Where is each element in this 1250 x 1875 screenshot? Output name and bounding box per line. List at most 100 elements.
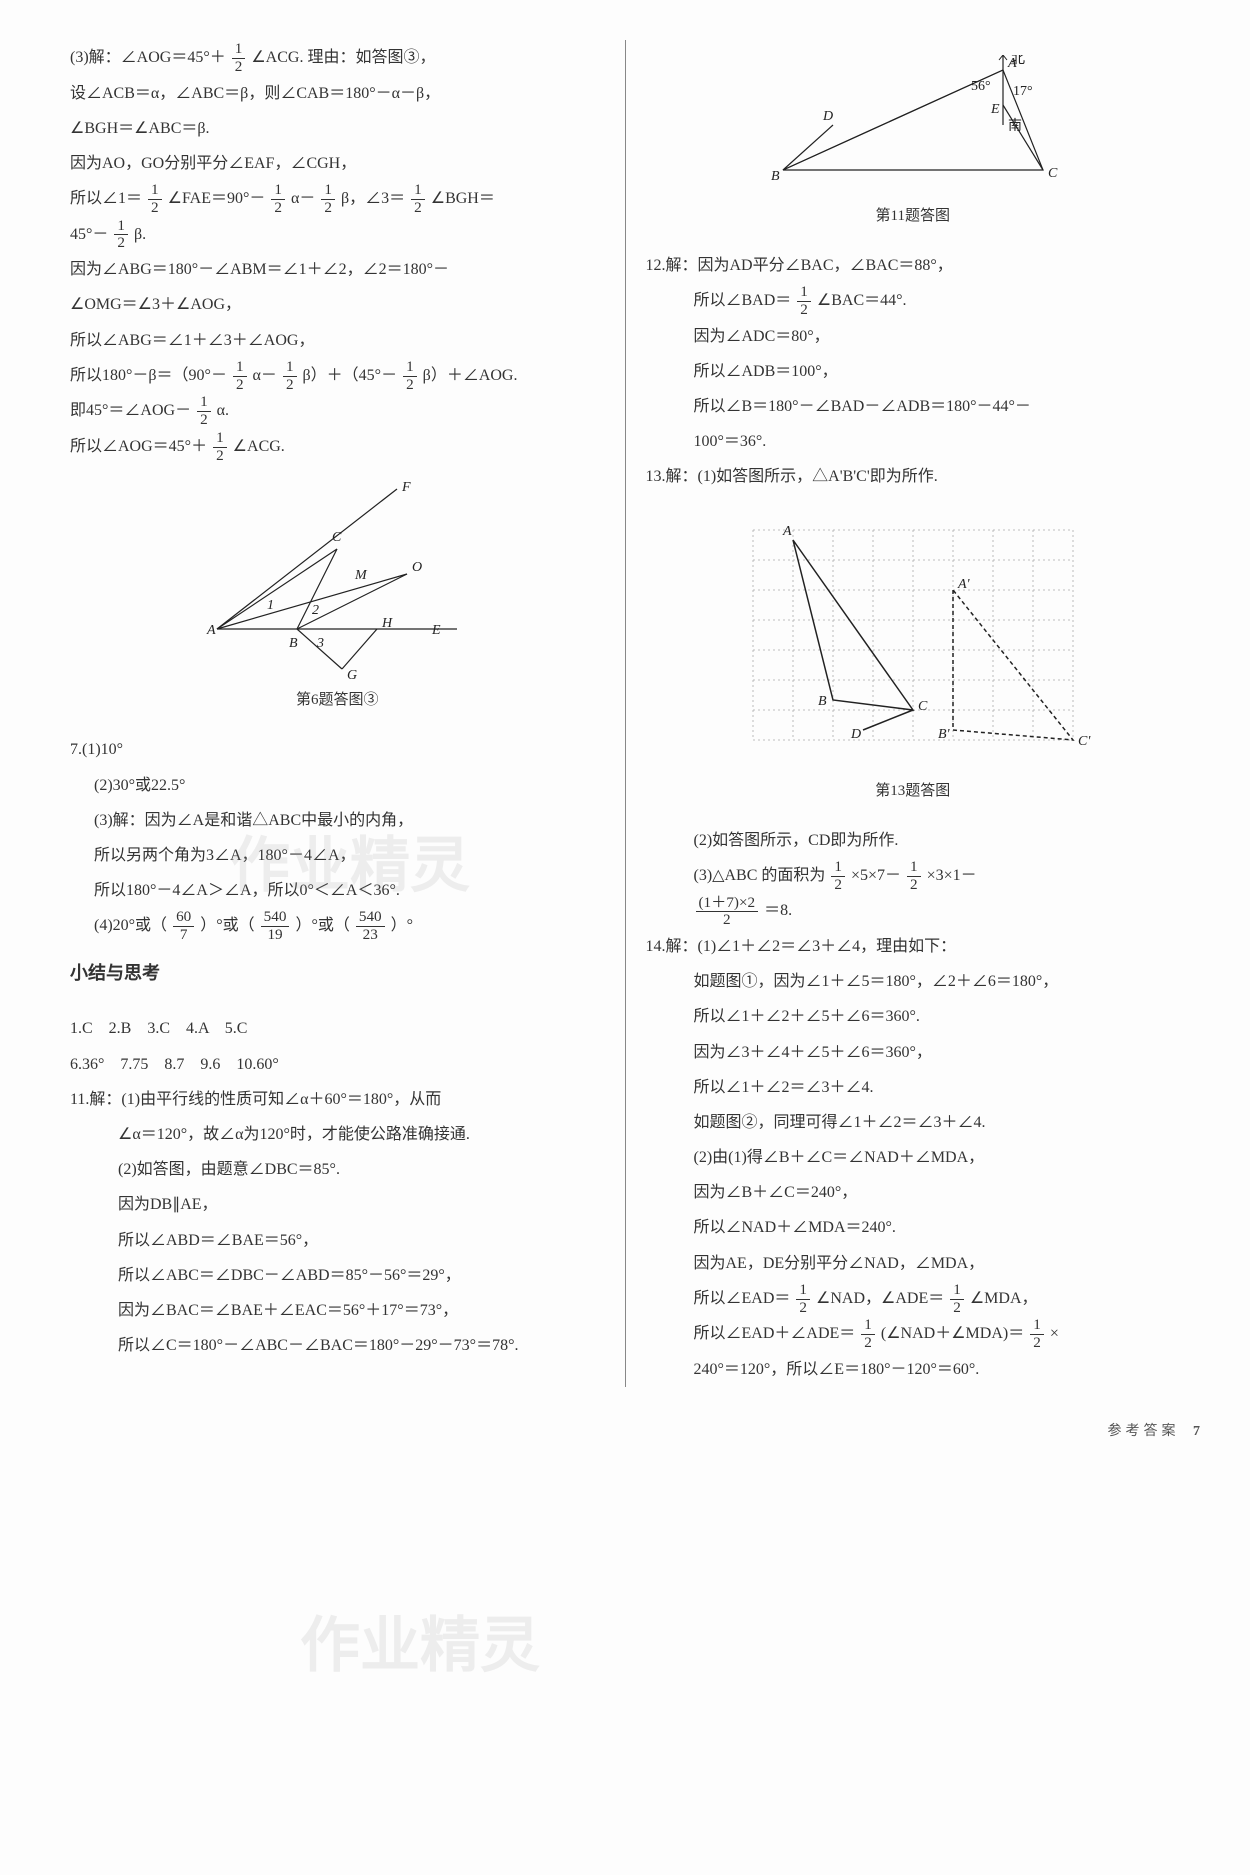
text: ∠BAC＝44°.: [817, 292, 907, 309]
lbl-B: B: [771, 169, 780, 184]
q14-12: 所以∠EAD＋∠ADE＝ 12 (∠NAD＋∠MDA)＝ 12 ×: [646, 1316, 1181, 1352]
q13-3b: (1＋7)×22 ＝8.: [646, 893, 1181, 929]
page-footer: 参考答案 7: [50, 1417, 1200, 1448]
figure-6-svg: A B C E F G H M O 1 2 3: [197, 479, 477, 679]
q6-3-line5: 所以∠1＝ 12 ∠FAE＝90°－ 12 α－ 12 β，∠3＝ 12 ∠BG…: [70, 181, 605, 217]
figure-11-svg: A B C D E 北 南 56° 17°: [753, 55, 1073, 195]
q11-2d: 所以∠ABC＝∠DBC－∠ABD＝85°－56°＝29°，: [70, 1258, 605, 1293]
q14-1: 14.解：(1)∠1＋∠2＝∠3＋∠4，理由如下：: [646, 929, 1181, 964]
q6-3-line7: 因为∠ABG＝180°－∠ABM＝∠1＋∠2，∠2＝180°－: [70, 252, 605, 287]
lbl-D: D: [822, 109, 833, 124]
text: ）°或（: [295, 917, 349, 934]
lbl-E: E: [431, 623, 441, 638]
fraction-half: 12: [907, 859, 921, 893]
q12-6: 100°＝36°.: [646, 424, 1181, 459]
footer-label: 参考答案: [1108, 1424, 1180, 1439]
lbl-C: C: [918, 699, 928, 714]
fraction-half: 12: [283, 359, 297, 393]
text: β）＋∠AOG.: [423, 367, 518, 384]
q14-10: 因为AE，DE分别平分∠NAD，∠MDA，: [646, 1246, 1181, 1281]
text: ）°或（: [200, 917, 254, 934]
text: (∠NAD＋∠MDA)＝: [881, 1325, 1024, 1342]
text: ×5×7－: [851, 867, 901, 884]
text: ∠ACG.: [233, 438, 285, 455]
lbl-A: A: [782, 524, 792, 539]
lbl-2: 2: [312, 603, 319, 618]
q7-1: 7.(1)10°: [70, 732, 605, 767]
fraction-half: 12: [411, 182, 425, 216]
text: 即45°＝∠AOG－: [70, 402, 191, 419]
right-column: A B C D E 北 南 56° 17° 第11题答图 12.解：因为AD平分…: [626, 40, 1201, 1387]
fraction-half: 12: [950, 1282, 964, 1316]
fraction-60-7: 607: [173, 909, 194, 943]
q14-8: 因为∠B＋∠C＝240°，: [646, 1175, 1181, 1210]
fraction-half: 12: [796, 1282, 810, 1316]
text: ×: [1050, 1325, 1059, 1342]
watermark-2: 作业精灵: [300, 1580, 540, 1712]
fraction-540-19: 54019: [261, 909, 290, 943]
text: 所以∠BAD＝: [694, 292, 792, 309]
lbl-17: 17°: [1013, 84, 1033, 99]
q11-2a: (2)如答图，由题意∠DBC＝85°.: [70, 1152, 605, 1187]
q14-6: 如题图②，同理可得∠1＋∠2＝∠3＋∠4.: [646, 1105, 1181, 1140]
fraction-half: 12: [233, 359, 247, 393]
text: (3)解：∠AOG＝45°＋: [70, 49, 226, 66]
figure-11: A B C D E 北 南 56° 17° 第11题答图: [646, 55, 1181, 233]
answers-row-2: 6.36° 7.75 8.7 9.6 10.60°: [70, 1047, 605, 1082]
text: ∠MDA，: [970, 1290, 1038, 1307]
q14-4: 因为∠3＋∠4＋∠5＋∠6＝360°，: [646, 1035, 1181, 1070]
q7-2: (2)30°或22.5°: [70, 768, 605, 803]
text: 所以∠AOG＝45°＋: [70, 438, 207, 455]
lbl-G: G: [347, 668, 357, 679]
lbl-56: 56°: [971, 79, 991, 94]
q11-2f: 所以∠C＝180°－∠ABC－∠BAC＝180°－29°－73°＝78°.: [70, 1328, 605, 1363]
lbl-Ap: A': [957, 577, 971, 592]
fraction-half: 12: [831, 859, 845, 893]
q6-3-line4: 因为AO，GO分别平分∠EAF，∠CGH，: [70, 146, 605, 181]
lbl-B: B: [818, 694, 827, 709]
q6-3-line1: (3)解：∠AOG＝45°＋ 12 ∠ACG. 理由：如答图③，: [70, 40, 605, 76]
text: β.: [134, 226, 146, 243]
fraction-half: 12: [861, 1317, 875, 1351]
text: ∠FAE＝90°－: [168, 190, 266, 207]
q11-2e: 因为∠BAC＝∠BAE＋∠EAC＝56°＋17°＝73°，: [70, 1293, 605, 1328]
figure-6-caption: 第6题答图③: [70, 684, 605, 717]
fraction-half: 12: [114, 218, 128, 252]
q14-13: 240°＝120°，所以∠E＝180°－120°＝60°.: [646, 1352, 1181, 1387]
q7-3c: 所以180°－4∠A＞∠A，所以0°＜∠A＜36°.: [70, 873, 605, 908]
fraction-half: 12: [213, 430, 227, 464]
q12-2: 所以∠BAD＝ 12 ∠BAC＝44°.: [646, 283, 1181, 319]
q11-1b: ∠α＝120°，故∠α为120°时，才能使公路准确接通.: [70, 1117, 605, 1152]
left-column: (3)解：∠AOG＝45°＋ 12 ∠ACG. 理由：如答图③， 设∠ACB＝α…: [50, 40, 626, 1387]
figure-13: A B C D A' B' C' 第13题答图: [646, 510, 1181, 808]
q14-5: 所以∠1＋∠2＝∠3＋∠4.: [646, 1070, 1181, 1105]
fraction-half: 12: [148, 182, 162, 216]
text: 所以180°－β＝（90°－: [70, 367, 227, 384]
q12-5: 所以∠B＝180°－∠BAD－∠ADB＝180°－44°－: [646, 389, 1181, 424]
fraction-172: (1＋7)×22: [696, 895, 759, 929]
q12-3: 因为∠ADC＝80°，: [646, 319, 1181, 354]
text: ＝8.: [764, 902, 792, 919]
grid-v: [753, 530, 1073, 740]
q6-3-line11: 即45°＝∠AOG－ 12 α.: [70, 393, 605, 429]
fraction-half: 12: [271, 182, 285, 216]
lbl-M: M: [354, 568, 368, 583]
q11-2b: 因为DB∥AE，: [70, 1187, 605, 1222]
q11-2c: 所以∠ABD＝∠BAE＝56°，: [70, 1223, 605, 1258]
q7-3b: 所以另两个角为3∠A，180°－4∠A，: [70, 838, 605, 873]
text: 所以∠EAD＋∠ADE＝: [694, 1325, 856, 1342]
fraction-half: 12: [1030, 1317, 1044, 1351]
q14-9: 所以∠NAD＋∠MDA＝240°.: [646, 1210, 1181, 1245]
text: ∠ACG. 理由：如答图③，: [251, 49, 435, 66]
text: (3)△ABC 的面积为: [694, 867, 826, 884]
q13-1: 13.解：(1)如答图所示，△A'B'C'即为所作.: [646, 459, 1181, 494]
lbl-north: 北: [1011, 55, 1025, 67]
lbl-O: O: [412, 560, 422, 575]
text: (4)20°或（: [94, 917, 167, 934]
text: β，∠3＝: [341, 190, 405, 207]
q6-3-line6: 45°－ 12 β.: [70, 217, 605, 253]
lbl-H: H: [381, 616, 393, 631]
q13-2: (2)如答图所示，CD即为所作.: [646, 823, 1181, 858]
q11-1a: 11.解：(1)由平行线的性质可知∠α＋60°＝180°，从而: [70, 1082, 605, 1117]
lbl-south: 南: [1008, 118, 1022, 134]
